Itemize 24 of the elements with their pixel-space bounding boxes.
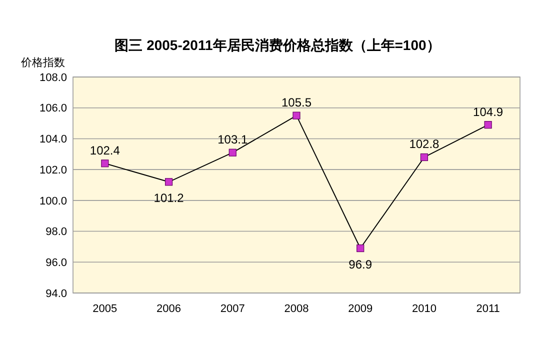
x-tick-label: 2007 — [220, 303, 245, 315]
y-tick-label: 94.0 — [46, 288, 67, 300]
x-tick-label: 2011 — [476, 303, 500, 315]
y-tick-label: 100.0 — [39, 195, 67, 208]
y-tick-label: 98.0 — [46, 226, 67, 238]
x-tick-label: 2008 — [284, 303, 309, 315]
chart-title: 图三 2005-2011年居民消费价格总指数（上年=100） — [114, 37, 440, 53]
x-tick-label: 2009 — [348, 303, 373, 315]
data-label: 96.9 — [348, 257, 372, 272]
data-label: 102.8 — [409, 137, 440, 152]
y-tick-label: 102.0 — [39, 164, 67, 176]
y-tick-label: 104.0 — [39, 134, 67, 146]
y-tick-label: 108.0 — [39, 72, 67, 84]
data-label: 105.5 — [281, 96, 312, 110]
y-axis-title: 价格指数 — [20, 57, 65, 69]
data-label: 104.9 — [473, 104, 504, 119]
data-label: 103.1 — [218, 132, 248, 147]
data-label: 102.4 — [90, 143, 120, 158]
x-tick-label: 2005 — [92, 303, 118, 315]
y-tick-label: 96.0 — [46, 256, 67, 269]
x-tick-label: 2010 — [412, 303, 436, 315]
x-tick-label: 2006 — [156, 303, 182, 315]
y-tick-label: 106.0 — [39, 102, 67, 115]
data-label: 101.2 — [154, 190, 184, 205]
